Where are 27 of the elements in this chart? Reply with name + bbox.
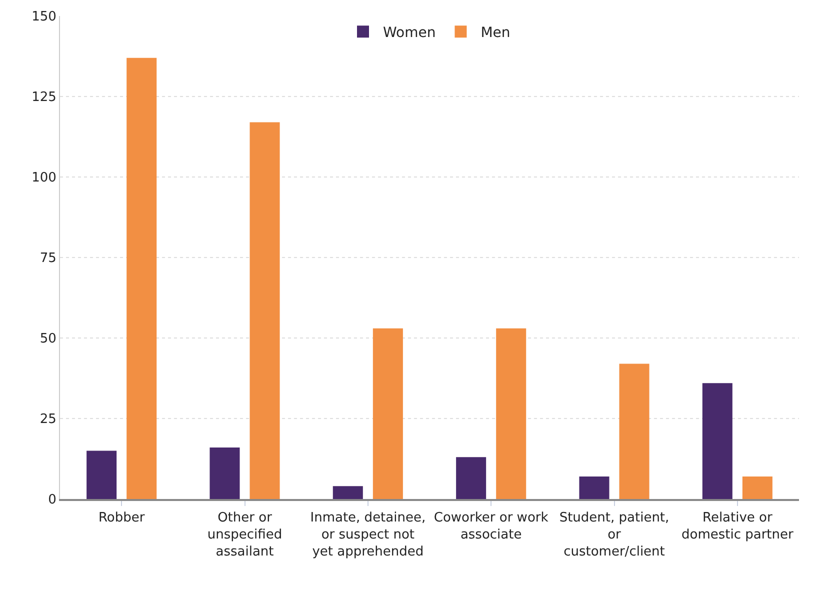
y-tick-label: 0 [48, 492, 56, 508]
bar [86, 450, 117, 499]
x-tick-label: Relative or domestic partner [681, 510, 794, 542]
y-tick-label: 75 [40, 251, 56, 266]
legend-label: Women [383, 25, 436, 42]
bar [250, 122, 280, 499]
bar [742, 476, 772, 499]
y-tick-label: 125 [32, 90, 56, 106]
bar [702, 383, 732, 499]
y-tick-label: 25 [40, 412, 56, 428]
x-tick-label: Other or unspecified assailant [207, 510, 282, 560]
y-tick-label: 150 [32, 10, 56, 25]
bar [126, 58, 157, 499]
bar [619, 364, 650, 499]
y-tick-label: 100 [32, 170, 56, 186]
bar [496, 328, 526, 499]
bar [372, 328, 403, 499]
x-tick-label: Inmate, detainee, or suspect not yet apprehended [310, 510, 426, 560]
x-tick-label: Student, patient, or customer/client [559, 510, 670, 560]
legend-label: Men [480, 25, 510, 42]
bar [579, 476, 610, 499]
x-tick-label: Robber [98, 510, 146, 526]
bar [210, 447, 240, 499]
x-tick-label: Coworker or work associate [434, 510, 549, 542]
bar [456, 457, 486, 499]
y-tick-label: 50 [40, 332, 56, 347]
bar [332, 486, 363, 499]
